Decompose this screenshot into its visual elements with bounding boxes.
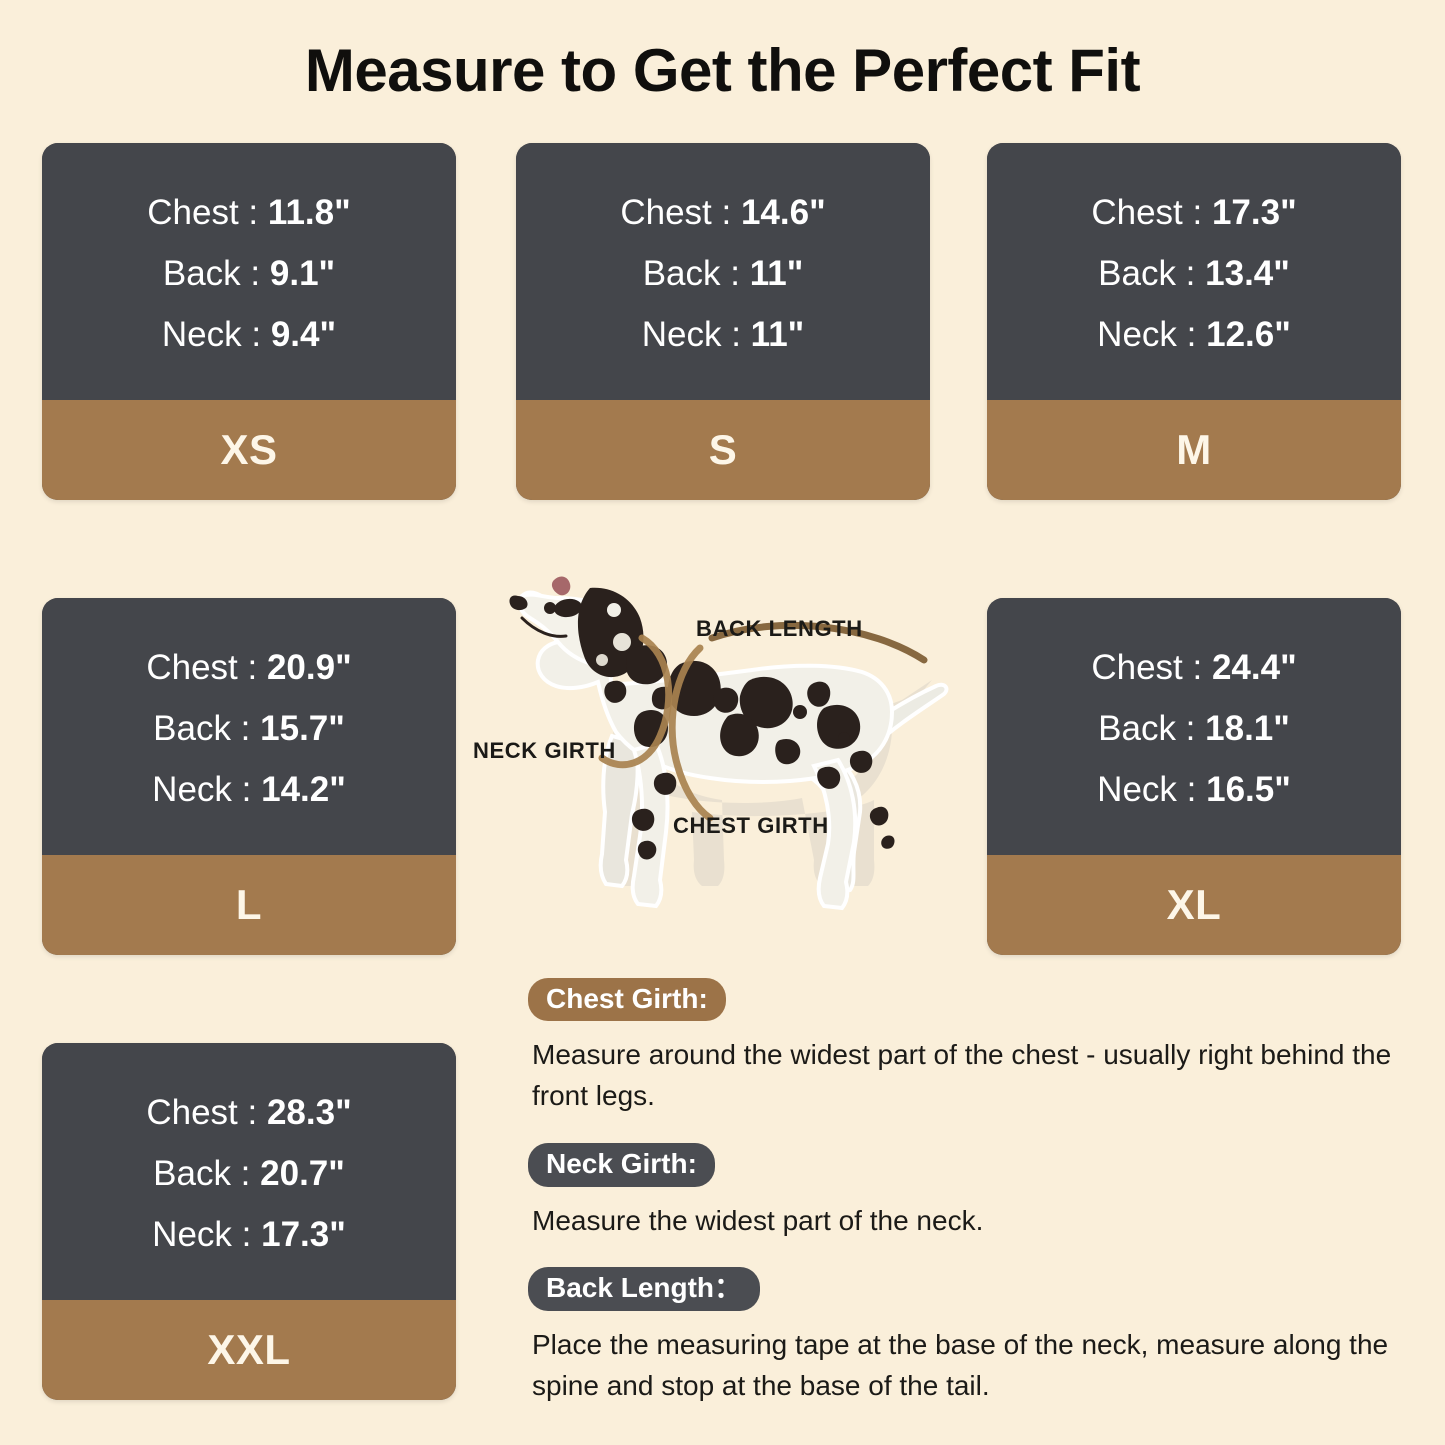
back-length-diagram-label: BACK LENGTH [696,616,863,641]
neck-value: 16.5" [1206,770,1291,809]
back-label: Back : [642,254,740,293]
neck-measurement: Neck : 16.5" [1097,759,1291,820]
chest-label: Chest : [146,648,258,687]
back-value: 13.4" [1205,254,1290,293]
chest-label: Chest : [1091,193,1203,232]
neck-label: Neck : [152,1215,252,1254]
chest-measurement: Chest : 28.3" [146,1082,351,1143]
neck-value: 17.3" [261,1215,346,1254]
size-card-xs: Chest : 11.8" Back : 9.1" Neck : 9.4" XS [42,143,456,500]
chest-measurement: Chest : 24.4" [1091,637,1296,698]
measuring-instructions: Chest Girth: Measure around the widest p… [528,978,1410,1407]
size-label: XL [1166,881,1222,928]
neck-label: Neck : [152,770,252,809]
size-card-footer: L [42,855,456,955]
back-measurement: Back : 13.4" [1098,243,1290,304]
back-measurement: Back : 20.7" [153,1143,345,1204]
size-card-footer: S [516,400,930,500]
size-label: L [235,881,263,928]
size-card-measurements: Chest : 17.3" Back : 13.4" Neck : 12.6" [987,143,1401,400]
neck-value: 12.6" [1206,315,1291,354]
chest-value: 20.9" [266,648,352,687]
neck-measurement: Neck : 11" [642,304,805,365]
size-card-measurements: Chest : 24.4" Back : 18.1" Neck : 16.5" [987,598,1401,855]
back-length-heading-badge: Back Length： [528,1267,761,1311]
instruction-neck-girth: Neck Girth: Measure the widest part of t… [528,1143,1410,1241]
size-label: XXL [207,1326,291,1373]
neck-label: Neck : [1097,770,1197,809]
chest-label: Chest : [1091,648,1203,687]
back-value: 18.1" [1205,709,1290,748]
chest-value: 17.3" [1211,193,1297,232]
chest-value: 11.8" [267,193,351,232]
chest-value: 28.3" [266,1093,352,1132]
back-length-instruction-text: Place the measuring tape at the base of … [532,1328,1389,1401]
back-value: 9.1" [269,254,336,293]
neck-value: 14.2" [261,770,346,809]
chest-value: 24.4" [1211,648,1297,687]
neck-measurement: Neck : 14.2" [152,759,346,820]
neck-girth-diagram-label: NECK GIRTH [473,738,616,763]
chest-label: Chest : [146,1093,258,1132]
back-value: 15.7" [260,709,345,748]
size-card-xl: Chest : 24.4" Back : 18.1" Neck : 16.5" … [987,598,1401,955]
size-card-m: Chest : 17.3" Back : 13.4" Neck : 12.6" … [987,143,1401,500]
size-card-footer: M [987,400,1401,500]
size-card-s: Chest : 14.6" Back : 11" Neck : 11" S [516,143,930,500]
chest-label: Chest : [147,193,259,232]
back-measurement: Back : 15.7" [153,698,345,759]
neck-measurement: Neck : 9.4" [162,304,336,365]
back-value: 11" [749,254,804,293]
size-card-measurements: Chest : 20.9" Back : 15.7" Neck : 14.2" [42,598,456,855]
chest-girth-instruction-text: Measure around the widest part of the ch… [532,1039,1392,1112]
size-label: M [1176,426,1212,473]
back-label: Back : [1098,709,1196,748]
back-measurement: Back : 18.1" [1098,698,1290,759]
dog-measurement-diagram [462,560,992,960]
chest-value: 14.6" [740,193,826,232]
neck-girth-instruction-text: Measure the widest part of the neck. [532,1204,984,1236]
chest-measurement: Chest : 14.6" [620,182,825,243]
instruction-chest-girth: Chest Girth: Measure around the widest p… [528,978,1410,1117]
neck-label: Neck : [161,315,262,354]
chest-measurement: Chest : 20.9" [146,637,351,698]
neck-measurement: Neck : 17.3" [152,1204,346,1265]
size-label: S [708,426,738,473]
neck-label: Neck : [641,315,741,354]
size-card-l: Chest : 20.9" Back : 15.7" Neck : 14.2" … [42,598,456,955]
page-title: Measure to Get the Perfect Fit [304,37,1141,104]
back-measurement: Back : 9.1" [163,243,335,304]
neck-value: 9.4" [270,315,337,354]
size-card-xxl: Chest : 28.3" Back : 20.7" Neck : 17.3" … [42,1043,456,1400]
back-label: Back : [153,1154,251,1193]
size-card-measurements: Chest : 28.3" Back : 20.7" Neck : 17.3" [42,1043,456,1300]
neck-measurement: Neck : 12.6" [1097,304,1291,365]
instruction-back-length: Back Length： Place the measuring tape at… [528,1267,1410,1406]
dalmatian-dog-icon [509,576,949,911]
chest-girth-heading-badge: Chest Girth: [528,978,726,1022]
size-card-footer: XS [42,400,456,500]
back-label: Back : [1098,254,1196,293]
neck-label: Neck : [1097,315,1197,354]
neck-girth-heading-badge: Neck Girth: [528,1143,715,1187]
chest-measurement: Chest : 17.3" [1091,182,1296,243]
size-label: XS [220,426,278,473]
chest-measurement: Chest : 11.8" [147,182,350,243]
size-card-measurements: Chest : 14.6" Back : 11" Neck : 11" [516,143,930,400]
back-label: Back : [162,254,261,293]
size-card-measurements: Chest : 11.8" Back : 9.1" Neck : 9.4" [42,143,456,400]
chest-label: Chest : [620,193,732,232]
back-measurement: Back : 11" [643,243,804,304]
size-card-footer: XXL [42,1300,456,1400]
size-card-footer: XL [987,855,1401,955]
neck-value: 11" [750,315,805,354]
back-label: Back : [153,709,251,748]
chest-girth-diagram-label: CHEST GIRTH [673,813,829,838]
back-value: 20.7" [260,1154,345,1193]
